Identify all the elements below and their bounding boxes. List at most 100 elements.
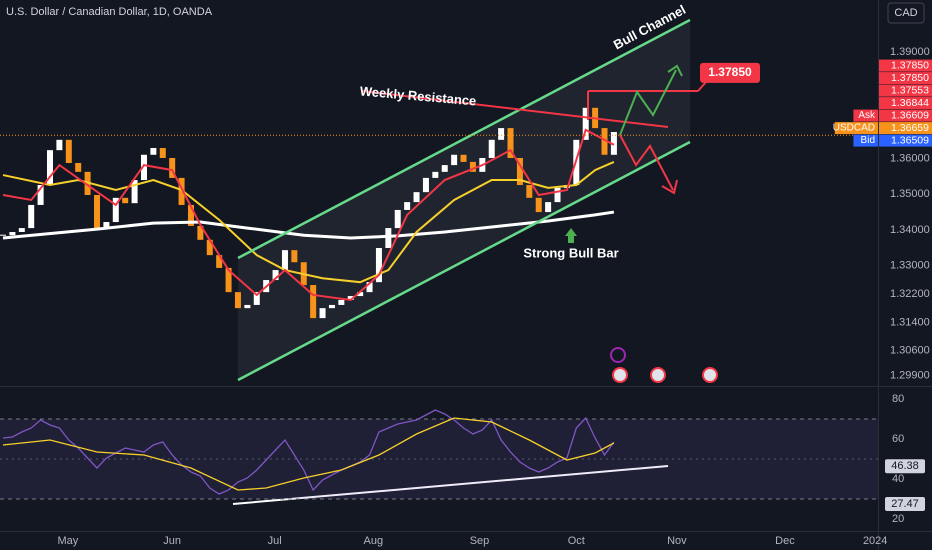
candle xyxy=(46,150,53,186)
y-tick-label: 1.33000 xyxy=(890,259,930,271)
candle xyxy=(498,128,505,140)
candle xyxy=(112,197,119,223)
candle xyxy=(0,234,7,236)
candle xyxy=(272,270,279,281)
candle xyxy=(469,161,476,172)
price-label: 1.37850 xyxy=(891,59,929,71)
bear-path-arrow xyxy=(619,134,674,191)
rsi-tick-label: 60 xyxy=(892,433,904,445)
bull-bar-arrow xyxy=(565,228,577,243)
event-icon[interactable] xyxy=(650,367,666,383)
event-icon[interactable] xyxy=(612,367,628,383)
candle xyxy=(291,250,298,263)
currency[interactable]: CAD xyxy=(894,7,917,19)
rsi-marker-box xyxy=(885,497,925,512)
y-tick-label: 1.36000 xyxy=(890,153,930,165)
rsi-marker: 46.38 xyxy=(891,460,919,472)
price-label: 1.36659 xyxy=(891,122,929,134)
price-tag: USDCAD xyxy=(833,123,875,134)
price-label: 1.37553 xyxy=(891,84,929,96)
bear-arrow-head xyxy=(661,179,678,195)
x-tick-label: Oct xyxy=(568,535,585,547)
candle xyxy=(225,267,232,293)
rsi-trendline xyxy=(232,465,669,505)
candle xyxy=(122,197,129,204)
moving-average xyxy=(2,128,615,302)
candle xyxy=(460,154,467,162)
bull-path-arrow xyxy=(619,69,677,136)
candle xyxy=(545,202,552,213)
candle xyxy=(554,187,561,203)
y-tick-label: 1.31400 xyxy=(890,316,930,328)
candle xyxy=(526,185,533,198)
candle xyxy=(338,299,345,305)
candle xyxy=(18,228,25,232)
moving-average xyxy=(2,160,615,284)
price-tag-box xyxy=(834,122,878,135)
target-label: 1.37850 xyxy=(708,65,752,79)
price-label: 1.36844 xyxy=(891,97,929,109)
candle xyxy=(206,239,213,256)
candle xyxy=(9,231,16,236)
candle xyxy=(404,202,411,210)
candle xyxy=(535,197,542,213)
candle xyxy=(601,128,608,155)
candle xyxy=(328,304,335,309)
resistance-line xyxy=(361,90,669,128)
y-tick-label: 1.30600 xyxy=(890,345,930,357)
candle xyxy=(37,185,44,205)
candle xyxy=(319,308,326,319)
rsi-tick-label: 20 xyxy=(892,513,904,525)
price-label-box xyxy=(879,122,932,135)
y-tick-label: 1.39000 xyxy=(890,46,930,58)
candle xyxy=(103,222,110,229)
candle xyxy=(56,139,63,151)
price-label: 1.36509 xyxy=(891,134,929,146)
price-label-box xyxy=(879,59,932,72)
event-icon[interactable] xyxy=(610,347,626,363)
candle xyxy=(488,139,495,158)
target-box xyxy=(700,62,760,83)
x-tick-label: Nov xyxy=(667,535,687,547)
bull-bar-label: Strong Bull Bar xyxy=(523,245,618,260)
price-label-box xyxy=(879,84,932,97)
price-tag-box xyxy=(853,109,878,122)
channel-lower xyxy=(237,140,691,382)
candle xyxy=(422,177,429,193)
x-tick-label: May xyxy=(57,535,78,547)
candle xyxy=(75,162,82,172)
price-tag: Ask xyxy=(858,110,876,121)
candle xyxy=(187,204,194,226)
rsi-tick-label: 80 xyxy=(892,393,904,405)
candle xyxy=(281,250,288,271)
price-label-box xyxy=(879,134,932,147)
candle xyxy=(394,209,401,229)
price-label: 1.37850 xyxy=(891,72,929,84)
candle xyxy=(244,304,251,309)
candle xyxy=(234,292,241,309)
y-tick-label: 1.32200 xyxy=(890,288,930,300)
currency-box[interactable] xyxy=(887,2,925,24)
price-tag-box xyxy=(853,134,878,147)
candle xyxy=(347,296,354,300)
event-icon[interactable] xyxy=(702,367,718,383)
candle xyxy=(197,225,204,240)
rsi-marker: 27.47 xyxy=(891,498,919,510)
x-tick-label: 2024 xyxy=(863,535,887,547)
price-label: 1.36609 xyxy=(891,109,929,121)
channel-fill xyxy=(238,20,690,380)
candle xyxy=(159,148,166,158)
x-tick-label: Sep xyxy=(470,535,490,547)
candle xyxy=(253,292,260,305)
candle xyxy=(150,148,157,155)
price-label-box xyxy=(879,72,932,85)
y-tick-label: 1.29900 xyxy=(890,370,930,382)
candle xyxy=(28,204,35,229)
target-connector xyxy=(697,81,707,92)
price-label-box xyxy=(879,109,932,122)
candle xyxy=(413,192,420,203)
price-pane xyxy=(0,107,617,319)
rsi-tick-label: 40 xyxy=(892,473,904,485)
candle xyxy=(451,154,458,166)
